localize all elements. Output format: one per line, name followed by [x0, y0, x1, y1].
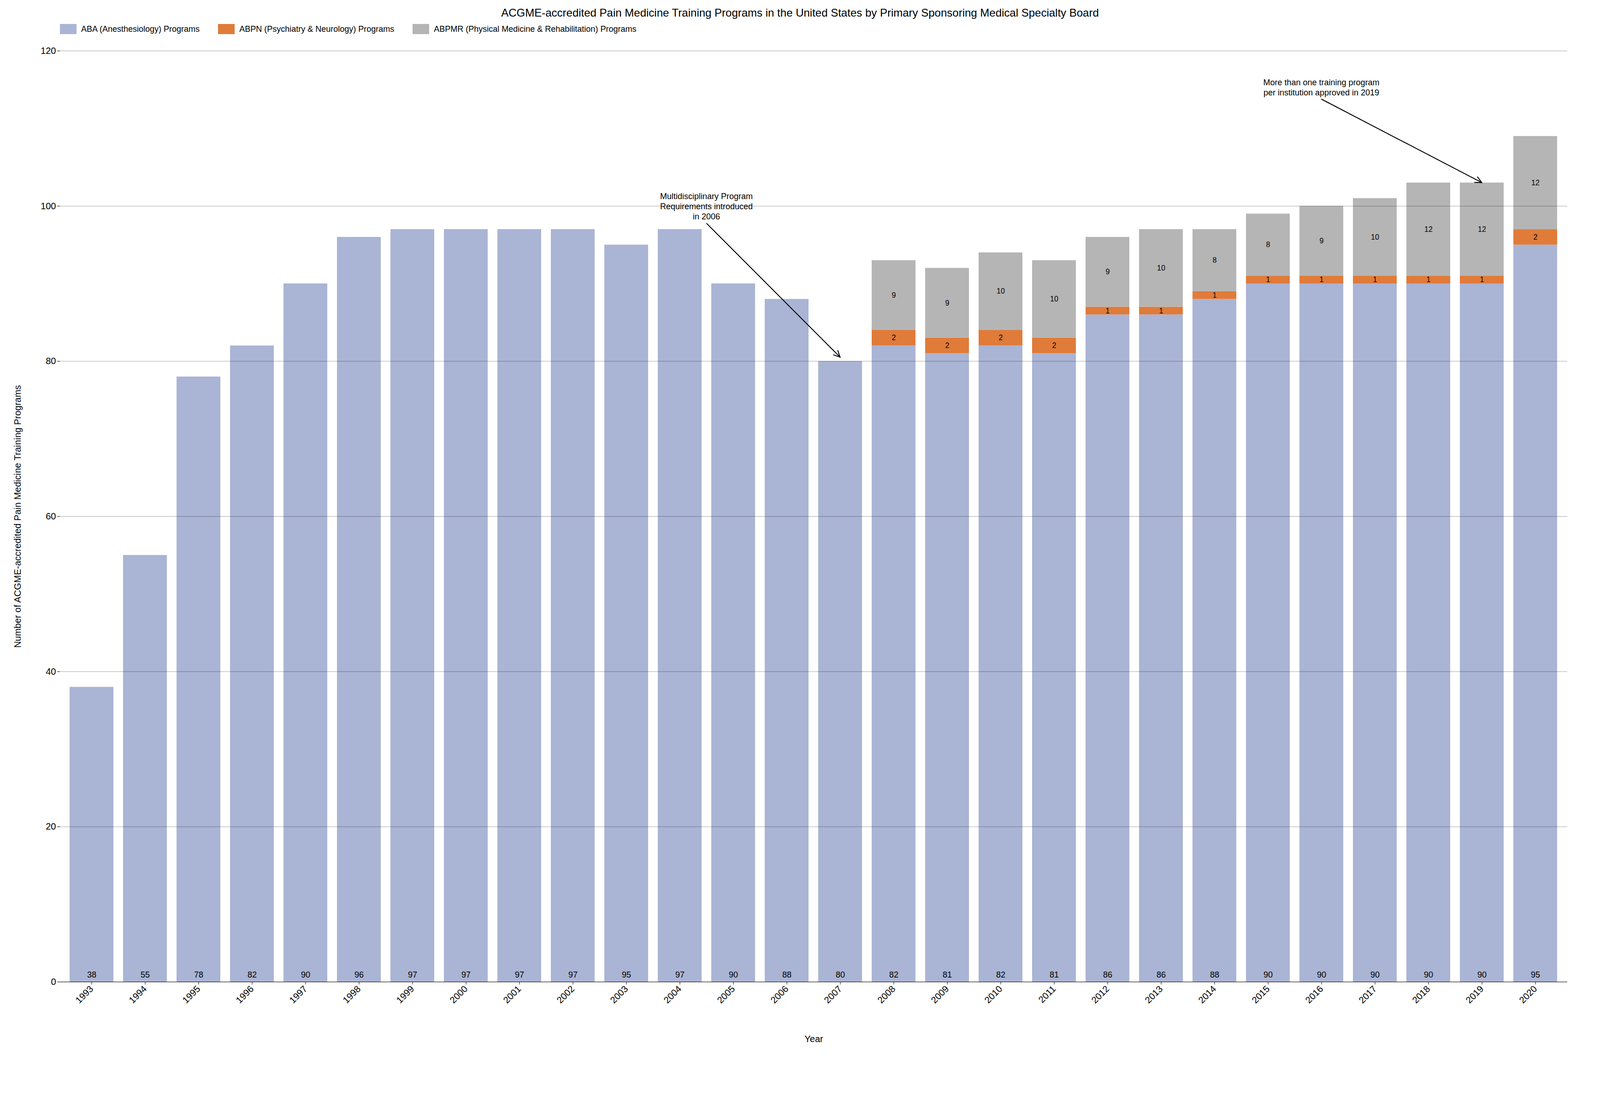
svg-text:86: 86: [1156, 970, 1166, 980]
svg-text:8: 8: [1212, 256, 1217, 265]
svg-text:2007: 2007: [821, 983, 844, 1006]
svg-text:80: 80: [45, 355, 56, 367]
svg-text:9: 9: [945, 299, 950, 308]
svg-text:2: 2: [998, 333, 1004, 342]
svg-text:90: 90: [1477, 970, 1487, 980]
svg-text:95: 95: [1530, 970, 1541, 980]
svg-text:90: 90: [1370, 970, 1380, 980]
svg-text:1997: 1997: [287, 983, 309, 1006]
svg-text:8: 8: [1266, 240, 1271, 249]
svg-text:2008: 2008: [875, 983, 898, 1006]
svg-text:1994: 1994: [126, 983, 149, 1006]
svg-text:2004: 2004: [661, 983, 684, 1006]
svg-text:10: 10: [1050, 295, 1059, 303]
svg-text:90: 90: [728, 970, 739, 980]
svg-text:2018: 2018: [1410, 983, 1432, 1006]
svg-text:55: 55: [140, 970, 150, 980]
svg-text:88: 88: [782, 970, 792, 980]
svg-text:More than one training program: More than one training programper instit…: [1263, 77, 1380, 98]
svg-text:1: 1: [1426, 275, 1431, 284]
svg-text:90: 90: [1316, 970, 1327, 980]
svg-text:82: 82: [889, 970, 899, 980]
svg-text:97: 97: [407, 970, 418, 980]
svg-text:9: 9: [891, 291, 897, 300]
svg-text:1993: 1993: [73, 983, 95, 1006]
svg-text:81: 81: [1049, 970, 1059, 980]
svg-text:0: 0: [50, 976, 56, 987]
svg-text:80: 80: [835, 970, 845, 980]
svg-text:2017: 2017: [1356, 983, 1379, 1006]
svg-text:2011: 2011: [1036, 983, 1058, 1005]
svg-text:1995: 1995: [180, 983, 202, 1006]
svg-text:90: 90: [301, 970, 311, 980]
svg-text:100: 100: [40, 200, 56, 212]
svg-text:2009: 2009: [928, 983, 951, 1006]
svg-text:1: 1: [1159, 307, 1164, 315]
svg-text:9: 9: [1105, 267, 1110, 276]
svg-text:2005: 2005: [714, 983, 737, 1006]
svg-text:2002: 2002: [554, 983, 577, 1006]
svg-text:2010: 2010: [982, 983, 1004, 1006]
svg-text:2: 2: [1052, 341, 1057, 350]
svg-text:10: 10: [1370, 233, 1380, 242]
svg-text:2013: 2013: [1142, 983, 1165, 1006]
svg-text:38: 38: [87, 970, 97, 980]
html-text:ABPN (Psychiatry & Neurology): ABPN (Psychiatry & Neurology) Programs: [239, 24, 395, 34]
svg-text:1: 1: [1319, 275, 1324, 284]
svg-text:2020: 2020: [1517, 983, 1539, 1006]
svg-text:1: 1: [1212, 291, 1217, 300]
svg-text:40: 40: [45, 666, 56, 677]
svg-text:1998: 1998: [340, 983, 363, 1006]
svg-text:90: 90: [1263, 970, 1273, 980]
svg-text:2019: 2019: [1463, 983, 1486, 1006]
html-text:ABA (Anesthesiology) Programs: ABA (Anesthesiology) Programs: [81, 24, 200, 34]
svg-text:Number of ACGME-accredited Pai: Number of ACGME-accredited Pain Medicine…: [12, 384, 23, 648]
svg-text:1999: 1999: [394, 983, 416, 1006]
svg-text:Multidisciplinary ProgramRequi: Multidisciplinary ProgramRequirements in…: [660, 191, 753, 222]
svg-text:10: 10: [1157, 264, 1166, 272]
html-text:ACGME-accredited Pain Medicine: ACGME-accredited Pain Medicine Training …: [501, 6, 1099, 19]
svg-text:78: 78: [194, 970, 204, 980]
svg-text:Year: Year: [804, 1033, 824, 1045]
svg-text:2006: 2006: [768, 983, 791, 1006]
svg-text:97: 97: [514, 970, 525, 980]
svg-text:12: 12: [1424, 225, 1433, 234]
svg-text:12: 12: [1531, 178, 1540, 187]
svg-text:9: 9: [1319, 236, 1324, 245]
svg-text:2003: 2003: [608, 983, 630, 1006]
svg-text:20: 20: [45, 821, 56, 832]
svg-text:2015: 2015: [1249, 983, 1272, 1006]
svg-text:97: 97: [568, 970, 578, 980]
svg-text:97: 97: [675, 970, 685, 980]
svg-text:120: 120: [40, 45, 56, 56]
svg-text:82: 82: [996, 970, 1006, 980]
svg-text:1996: 1996: [233, 983, 256, 1006]
svg-text:60: 60: [45, 511, 56, 522]
svg-text:97: 97: [461, 970, 471, 980]
svg-text:1: 1: [1105, 307, 1110, 315]
svg-text:2: 2: [1533, 233, 1538, 242]
svg-text:12: 12: [1477, 225, 1487, 234]
svg-text:2: 2: [945, 341, 950, 350]
svg-text:2001: 2001: [501, 983, 523, 1006]
html-text:ABPMR (Physical Medicine & Reh: ABPMR (Physical Medicine & Rehabilitatio…: [433, 24, 637, 34]
svg-text:2012: 2012: [1089, 983, 1111, 1006]
svg-text:1: 1: [1266, 275, 1271, 284]
svg-text:81: 81: [942, 970, 952, 980]
svg-text:2000: 2000: [447, 983, 470, 1006]
svg-text:2016: 2016: [1303, 983, 1325, 1006]
svg-text:10: 10: [996, 287, 1005, 296]
svg-text:86: 86: [1103, 970, 1113, 980]
svg-text:2: 2: [891, 333, 897, 342]
svg-text:96: 96: [354, 970, 364, 980]
svg-text:2014: 2014: [1196, 983, 1218, 1006]
svg-text:88: 88: [1210, 970, 1220, 980]
svg-text:90: 90: [1423, 970, 1434, 980]
svg-text:1: 1: [1480, 275, 1485, 284]
svg-text:82: 82: [247, 970, 257, 980]
svg-text:1: 1: [1373, 275, 1378, 284]
svg-text:95: 95: [621, 970, 632, 980]
